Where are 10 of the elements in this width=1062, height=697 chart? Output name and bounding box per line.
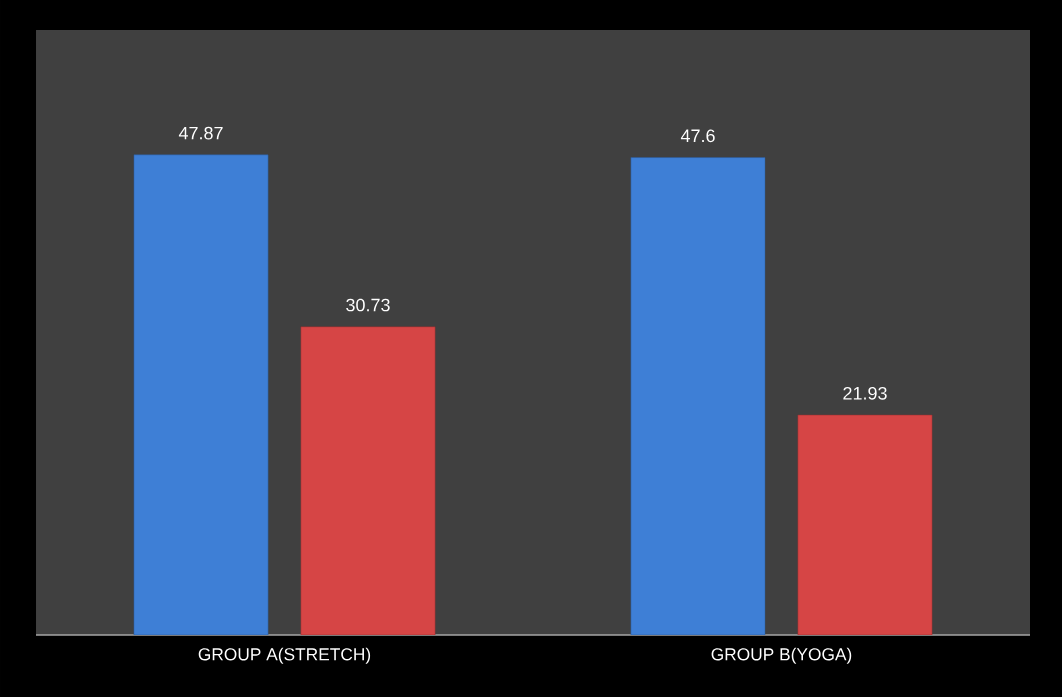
data-label: 47.87 <box>178 126 223 140</box>
bar <box>630 157 766 635</box>
data-label: 21.93 <box>843 386 887 400</box>
bar <box>797 414 933 635</box>
bar <box>133 154 269 635</box>
data-label: 30.73 <box>346 298 390 312</box>
x-tick-label: GROUP A(STRETCH) <box>198 647 371 664</box>
data-label: 47.6 <box>680 129 715 143</box>
bar <box>300 326 436 635</box>
x-tick-label: GROUP B(YOGA) <box>711 647 852 664</box>
